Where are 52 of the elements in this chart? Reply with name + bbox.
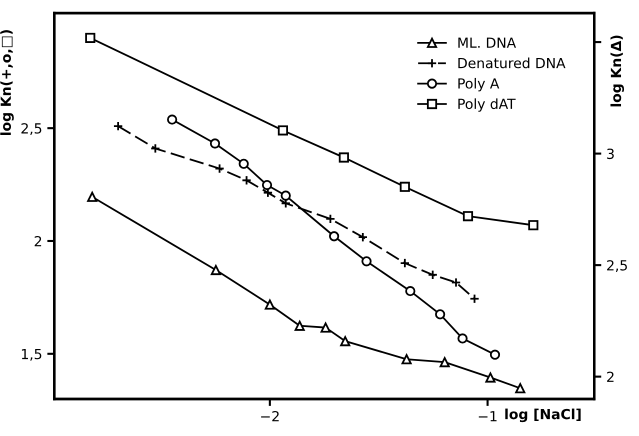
y2-tick-label: 2	[607, 372, 614, 382]
point	[210, 138, 220, 149]
point	[405, 286, 416, 296]
point	[340, 336, 350, 346]
point	[113, 121, 124, 132]
point	[167, 114, 178, 125]
point	[280, 190, 291, 201]
point	[462, 211, 474, 222]
x-tick-label: −1	[478, 411, 497, 422]
point	[210, 264, 221, 276]
point	[435, 309, 446, 320]
y-tick-label: 2,5	[21, 123, 42, 136]
y-axis-title: log Kn(+,o,□)	[0, 30, 14, 136]
point	[85, 32, 96, 43]
legend-label: Denatured DNA	[458, 58, 566, 68]
point	[440, 357, 450, 368]
point	[214, 163, 225, 174]
y2-tick-label: 2,5	[607, 260, 627, 272]
point	[320, 322, 331, 333]
point	[361, 256, 372, 266]
y2-axis-title: log Kn(Δ)	[610, 36, 624, 106]
point	[262, 180, 272, 190]
point	[457, 333, 468, 344]
point	[400, 258, 410, 268]
point	[428, 270, 438, 280]
y2-tick-label: 3	[607, 148, 614, 160]
point	[278, 125, 288, 136]
point	[358, 232, 368, 242]
point	[490, 350, 500, 360]
legend-label: Poly dAT	[458, 98, 516, 112]
point	[450, 277, 462, 288]
point	[238, 158, 249, 169]
point	[325, 214, 336, 224]
y-tick-label: 2	[34, 236, 42, 246]
point	[150, 143, 160, 154]
x-tick-label: −2	[261, 410, 279, 422]
legend-label: Poly A	[458, 78, 500, 92]
point	[329, 231, 340, 242]
point	[338, 152, 349, 163]
x-axis-title: log [NaCl]	[505, 408, 581, 422]
point	[402, 354, 412, 364]
point	[264, 300, 275, 310]
point	[87, 192, 98, 202]
point	[241, 175, 252, 186]
point	[294, 320, 305, 331]
y-tick-label: 1,5	[22, 348, 42, 361]
legend-label: ML. DNA	[458, 38, 516, 48]
point	[400, 182, 410, 192]
point	[528, 220, 538, 230]
point	[515, 383, 526, 394]
point	[485, 372, 496, 383]
point	[469, 294, 480, 304]
